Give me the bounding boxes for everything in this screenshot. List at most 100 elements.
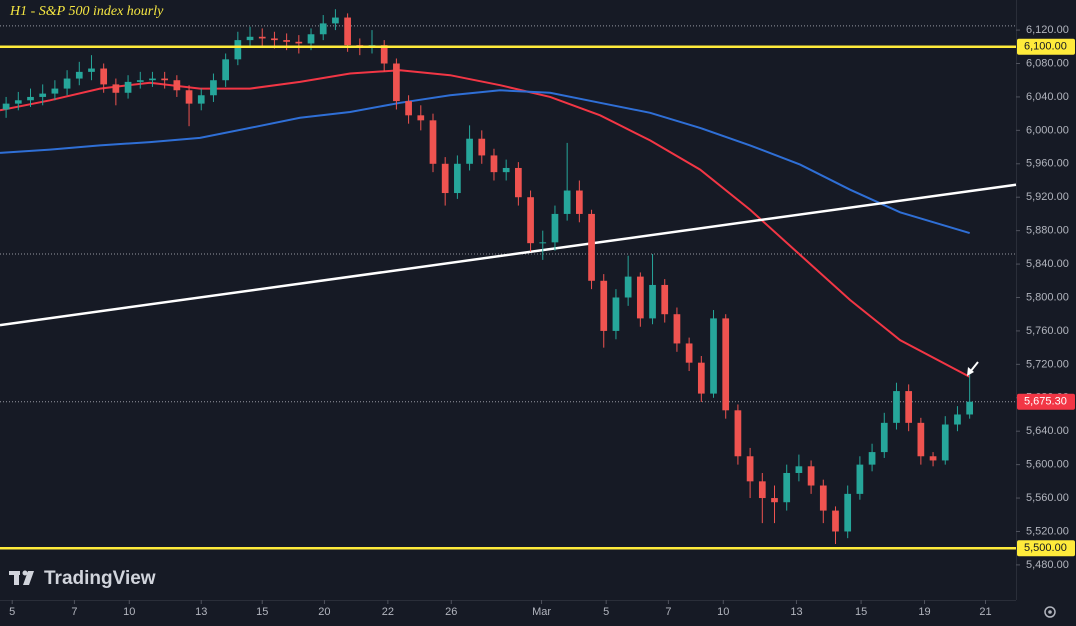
x-tick-label: 15 <box>855 606 867 618</box>
moving-average <box>0 89 970 235</box>
chart-title: H1 - S&P 500 index hourly <box>9 4 164 19</box>
x-tick-label: 26 <box>445 606 457 618</box>
candle-body <box>673 314 681 344</box>
candle-body <box>51 88 59 94</box>
candle-body <box>197 95 205 104</box>
watermark: TradingView <box>44 568 156 589</box>
x-tick-label: 19 <box>918 606 930 618</box>
candle-body <box>539 242 547 244</box>
candle-body <box>295 41 303 44</box>
candle-body <box>551 213 559 243</box>
candle-body <box>868 452 876 465</box>
candle-body <box>39 93 47 97</box>
x-tick-label: 15 <box>256 606 268 618</box>
candle-body <box>490 155 498 173</box>
y-tick-label: 5,480.00 <box>1026 559 1069 571</box>
candle-body <box>63 78 71 89</box>
x-tick-label: 13 <box>790 606 802 618</box>
candle-body <box>393 63 400 102</box>
candle-body <box>88 68 95 72</box>
x-tick-label: 7 <box>665 606 671 618</box>
candle-body <box>649 284 656 319</box>
candle-body <box>722 318 730 411</box>
candle-body <box>624 276 632 298</box>
x-tick-label: 10 <box>717 606 729 618</box>
candle-body <box>234 40 242 60</box>
y-tick-label: 5,960.00 <box>1026 158 1069 170</box>
watermark-logo <box>9 570 34 585</box>
candle-body <box>222 59 229 81</box>
candle-body <box>405 101 412 116</box>
candle-body <box>929 456 937 461</box>
candle-body <box>746 456 754 482</box>
x-tick-label: 7 <box>71 606 77 618</box>
y-tick-label: 5,840.00 <box>1026 258 1069 270</box>
candle-body <box>466 138 473 164</box>
candle-body <box>880 422 888 453</box>
candle-body <box>515 167 522 198</box>
x-tick-label: Mar <box>532 606 551 618</box>
candle-body <box>441 163 449 194</box>
candle-body <box>124 81 132 93</box>
candle-body <box>27 96 34 101</box>
candle-body <box>771 498 778 503</box>
x-tick-label: 13 <box>195 606 207 618</box>
candle-body <box>112 84 120 93</box>
plot-area <box>0 9 1017 550</box>
candle-body <box>807 466 815 486</box>
candle-body <box>661 284 669 315</box>
candle-body <box>2 103 10 110</box>
candle-body <box>502 167 510 173</box>
y-tick-label: 5,560.00 <box>1026 492 1069 504</box>
settings-icon[interactable] <box>1044 606 1056 618</box>
level-label: 6,100.00 <box>1024 41 1067 53</box>
candle-body <box>417 115 425 121</box>
candle-body <box>917 422 925 457</box>
candle-body <box>173 80 181 91</box>
level-label-box <box>1017 540 1075 557</box>
y-tick-label: 5,880.00 <box>1026 225 1069 237</box>
candle-body <box>795 466 803 473</box>
x-tick-label: 21 <box>979 606 991 618</box>
candle-body <box>600 280 608 331</box>
candle-body <box>685 343 693 363</box>
y-tick-label: 5,920.00 <box>1026 191 1069 203</box>
x-tick-label: 5 <box>9 606 15 618</box>
candle-body <box>307 34 315 44</box>
level-label: 5,500.00 <box>1024 542 1067 554</box>
candle-body <box>271 38 278 41</box>
candle-body <box>588 213 595 281</box>
candle-body <box>734 410 742 457</box>
candle-body <box>75 71 83 79</box>
y-tick-label: 6,040.00 <box>1026 91 1069 103</box>
candle-body <box>161 78 169 81</box>
last-price-box <box>1017 393 1075 410</box>
candle-body <box>563 190 571 214</box>
candle-body <box>100 68 108 85</box>
x-tick-label: 20 <box>318 606 330 618</box>
candle-body <box>454 163 461 194</box>
candle-body <box>258 36 266 39</box>
y-tick-label: 6,120.00 <box>1026 24 1069 36</box>
moving-average <box>0 69 971 378</box>
candle-body <box>319 23 327 35</box>
y-tick-label: 6,000.00 <box>1026 124 1069 136</box>
candle-body <box>332 17 339 24</box>
candle-body <box>429 120 437 164</box>
candle-body <box>856 464 864 494</box>
candle-body <box>612 297 620 331</box>
candle-body <box>905 391 913 423</box>
y-tick-label: 5,520.00 <box>1026 525 1069 537</box>
candle-body <box>380 45 388 64</box>
last-price-label: 5,675.30 <box>1024 396 1067 408</box>
candle-body <box>758 481 766 499</box>
y-tick-label: 5,720.00 <box>1026 358 1069 370</box>
candle-body <box>210 80 217 96</box>
candle-body <box>893 391 900 423</box>
candle-body <box>575 190 583 214</box>
candle-body <box>941 424 949 461</box>
candle-body <box>697 362 705 394</box>
candle-body <box>14 100 22 104</box>
candle-body <box>636 276 644 319</box>
